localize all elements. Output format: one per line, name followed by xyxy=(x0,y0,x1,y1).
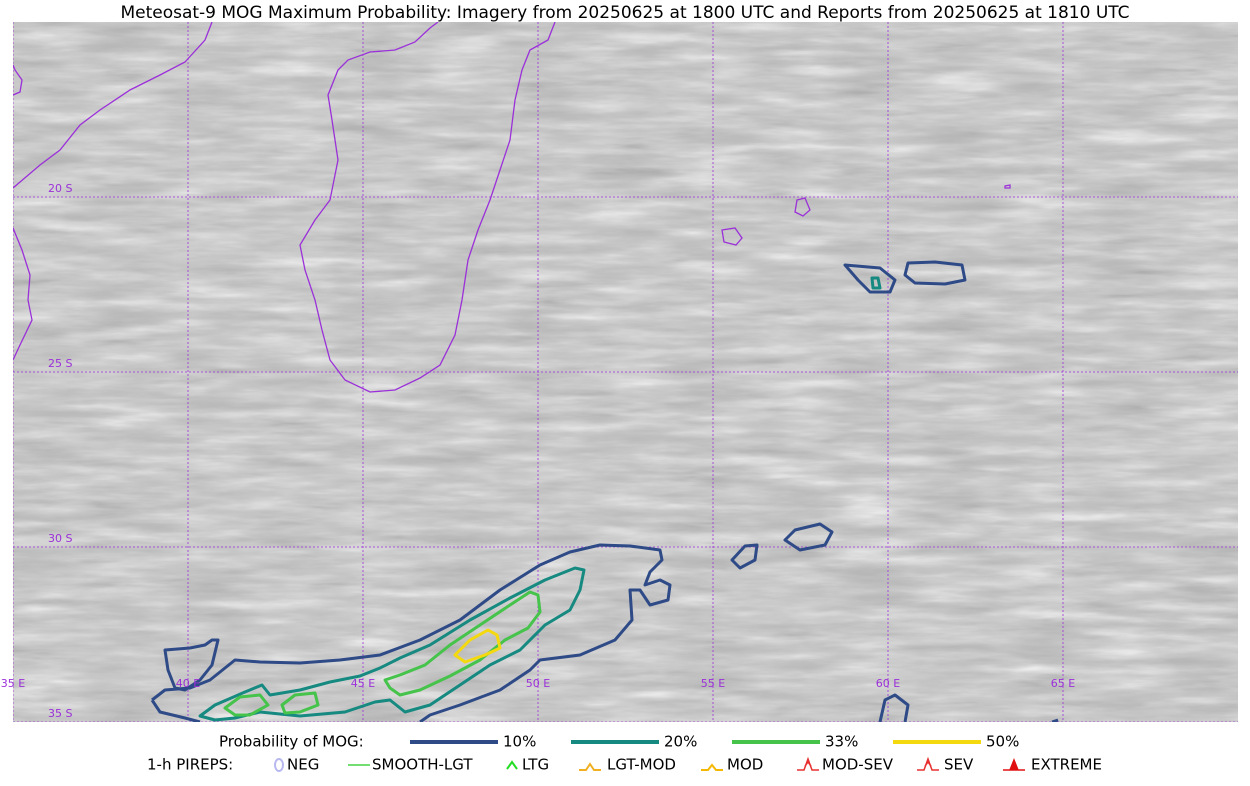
lat-label: 25 S xyxy=(48,357,72,370)
lon-label: 45 E xyxy=(351,677,375,690)
pirep-icon xyxy=(701,763,723,771)
legend-label: 50% xyxy=(986,733,1019,751)
contour-20 xyxy=(198,276,882,722)
coastline xyxy=(13,227,33,361)
legend-label: MOD xyxy=(727,756,763,774)
island xyxy=(1004,184,1011,189)
island xyxy=(721,227,743,246)
island xyxy=(794,197,811,217)
pirep-icon xyxy=(797,756,819,771)
pirep-icon xyxy=(274,758,284,772)
lat-label: 35 S xyxy=(48,707,72,720)
lat-label: 20 S xyxy=(48,182,72,195)
contour-50 xyxy=(453,628,502,664)
legend-label: MOD-SEV xyxy=(822,756,894,774)
legend-label: 20% xyxy=(664,733,697,751)
legend-label: SEV xyxy=(944,756,974,774)
pirep-icon xyxy=(1003,757,1025,771)
madagascar xyxy=(299,22,556,393)
legend-label: LGT-MOD xyxy=(607,756,676,774)
lon-label: 40 E xyxy=(176,677,200,690)
pirep-icon xyxy=(917,756,939,771)
pirep-icon xyxy=(506,760,518,770)
legend-label: 10% xyxy=(503,733,536,751)
lat-label: 30 S xyxy=(48,532,72,545)
legend-title: 1-h PIREPS: xyxy=(147,756,233,774)
pirep-icon xyxy=(579,762,601,771)
coastline xyxy=(13,22,213,189)
legend-label: EXTREME xyxy=(1031,756,1102,774)
lon-label: 60 E xyxy=(876,677,900,690)
legend-label: 33% xyxy=(825,733,858,751)
contour-33 xyxy=(223,590,542,717)
lon-label: 65 E xyxy=(1051,677,1075,690)
title: Meteosat-9 MOG Maximum Probability: Imag… xyxy=(120,3,1129,23)
lon-label: 35 E xyxy=(1,677,25,690)
legend-label: NEG xyxy=(287,756,319,774)
legend-label: SMOOTH-LGT xyxy=(372,756,473,774)
map xyxy=(13,22,1238,722)
contour-10 xyxy=(150,260,1059,722)
lon-label: 55 E xyxy=(701,677,725,690)
legend-label: LTG xyxy=(522,756,549,774)
lon-label: 50 E xyxy=(526,677,550,690)
legend-title: Probability of MOG: xyxy=(219,733,364,751)
